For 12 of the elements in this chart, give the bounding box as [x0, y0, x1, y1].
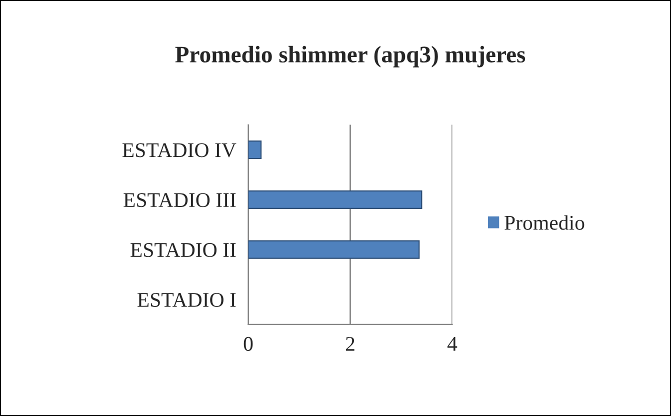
- bar: [248, 240, 420, 259]
- y-tick-label: ESTADIO III: [124, 193, 236, 208]
- y-tick-label: ESTADIO I: [137, 292, 236, 307]
- x-tick-label: 0: [244, 336, 253, 351]
- y-tick-label: ESTADIO IV: [122, 143, 236, 158]
- y-tick-label: ESTADIO II: [130, 243, 236, 258]
- bar: [248, 140, 262, 160]
- x-tick-label: 2: [346, 336, 354, 351]
- bar: [248, 190, 422, 209]
- legend-label: Promedio: [504, 215, 584, 230]
- chart-title: Promedio shimmer (apq3) mujeres: [175, 46, 526, 68]
- x-tick-label: 4: [447, 337, 458, 351]
